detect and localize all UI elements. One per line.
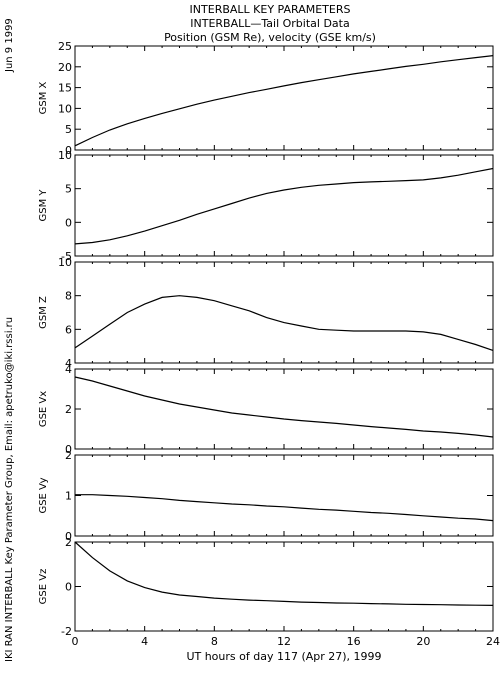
x-tick-label: 20: [416, 635, 430, 648]
series-line-gsm-x: [74, 55, 494, 147]
x-tick-label: 12: [277, 635, 291, 648]
y-tick-label: 2: [65, 403, 72, 416]
panel-frame: [74, 261, 494, 364]
x-axis-label: UT hours of day 117 (Apr 27), 1999: [186, 650, 381, 663]
y-tick-label: 0: [65, 216, 72, 229]
panel-gse-vz: -2 0 2 GSE Vz: [38, 536, 494, 638]
y-tick-label: 10: [58, 102, 72, 115]
y-tick-label: 4: [65, 357, 72, 370]
panel-frame: [74, 368, 494, 450]
series-line-gse-vz: [74, 541, 494, 606]
y-tick-label: -5: [61, 250, 72, 263]
y-tick-label: -2: [61, 625, 72, 638]
x-tick-label: 8: [211, 635, 218, 648]
panel-gse-vy: 0 1 2 GSE Vy: [38, 449, 494, 543]
series-line-gse-vx: [74, 376, 494, 438]
y-tick-label: 10: [58, 149, 72, 162]
figure-title: INTERBALL KEY PARAMETERS: [190, 3, 351, 16]
panel-frame: [74, 45, 494, 151]
x-tick-label: 16: [347, 635, 361, 648]
y-tick-label: 4: [65, 363, 72, 376]
panel-frame: [74, 541, 494, 632]
y-tick-label: 2: [65, 536, 72, 549]
y-tick-label: 0: [65, 144, 72, 157]
panel-frame: [74, 154, 494, 257]
x-tick-label: 4: [141, 635, 148, 648]
panel-gsm-x: 0 5 10 15 20 25 GSM X: [38, 40, 494, 157]
y-tick-label: 0: [65, 530, 72, 543]
y-axis-label: GSE Vy: [38, 477, 49, 513]
x-tick-label: 0: [72, 635, 79, 648]
figure-units-line: Position (GSM Re), velocity (GSE km/s): [164, 31, 376, 44]
y-tick-label: 0: [65, 581, 72, 594]
y-axis-label: GSM X: [38, 81, 49, 114]
panel-frame: [74, 454, 494, 537]
y-tick-label: 2: [65, 449, 72, 462]
y-tick-label: 5: [65, 183, 72, 196]
series-line-gsm-z: [74, 295, 494, 351]
credit-line: IKI RAN INTERBALL Key Parameter Group, E…: [4, 317, 15, 662]
plot-date: Jun 9 1999: [4, 18, 15, 73]
series-line-gse-vy: [75, 494, 494, 522]
figure-subtitle: INTERBALL—Tail Orbital Data: [190, 17, 349, 30]
series-line-gsm-y: [74, 167, 494, 245]
y-tick-label: 8: [65, 290, 72, 303]
y-axis-label: GSE Vx: [38, 391, 49, 427]
y-tick-label: 6: [65, 323, 72, 336]
y-axis-label: GSE Vz: [38, 569, 49, 605]
panel-gsm-y: -5 0 5 10 GSM Y: [38, 149, 494, 263]
y-axis-label: GSM Z: [38, 296, 49, 329]
y-tick-label: 10: [58, 256, 72, 269]
y-tick-label: 15: [58, 82, 72, 95]
y-tick-label: 20: [58, 61, 72, 74]
y-tick-label: 1: [65, 490, 72, 503]
y-tick-label: 5: [65, 123, 72, 136]
y-axis-label: GSM Y: [38, 189, 49, 222]
x-tick-label: 24: [486, 635, 500, 648]
y-tick-label: 25: [58, 40, 72, 53]
panel-gse-vx: 0 2 4 GSE Vx: [38, 363, 494, 456]
panel-gsm-z: 4 6 8 10 GSM Z: [38, 256, 494, 370]
y-tick-label: 0: [65, 443, 72, 456]
